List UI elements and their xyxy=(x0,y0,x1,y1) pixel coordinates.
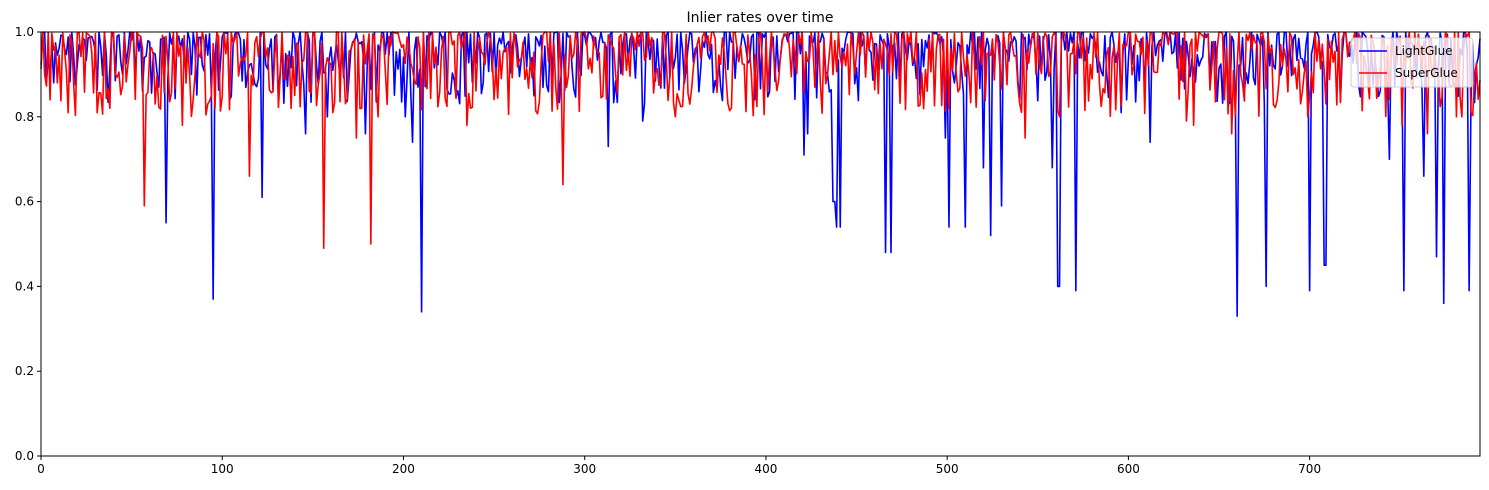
x-tick-label: 300 xyxy=(573,462,596,476)
x-tick-label: 0 xyxy=(37,462,45,476)
plot-area xyxy=(41,32,1480,456)
plot-frame xyxy=(40,31,1481,457)
y-tick-label: 1.0 xyxy=(15,25,34,39)
x-tick-label: 700 xyxy=(1298,462,1321,476)
y-axis: 0.0 0.2 0.4 0.6 0.8 1.0 xyxy=(15,25,41,463)
legend-label: LightGlue xyxy=(1395,44,1453,58)
x-tick-label: 400 xyxy=(754,462,777,476)
y-tick-label: 0.6 xyxy=(15,195,34,209)
chart-title: Inlier rates over time xyxy=(686,10,833,26)
y-tick-label: 0.2 xyxy=(15,364,34,378)
x-tick-label: 100 xyxy=(211,462,234,476)
x-tick-label: 200 xyxy=(392,462,415,476)
x-axis: 0 100 200 300 400 500 600 700 xyxy=(37,456,1321,476)
legend-label: SuperGlue xyxy=(1395,66,1458,80)
legend: LightGlue SuperGlue xyxy=(1350,37,1474,88)
y-tick-label: 0.0 xyxy=(15,449,34,463)
y-tick-label: 0.8 xyxy=(15,110,34,124)
y-tick-label: 0.4 xyxy=(15,279,34,293)
x-tick-label: 500 xyxy=(936,462,959,476)
x-tick-label: 600 xyxy=(1117,462,1140,476)
